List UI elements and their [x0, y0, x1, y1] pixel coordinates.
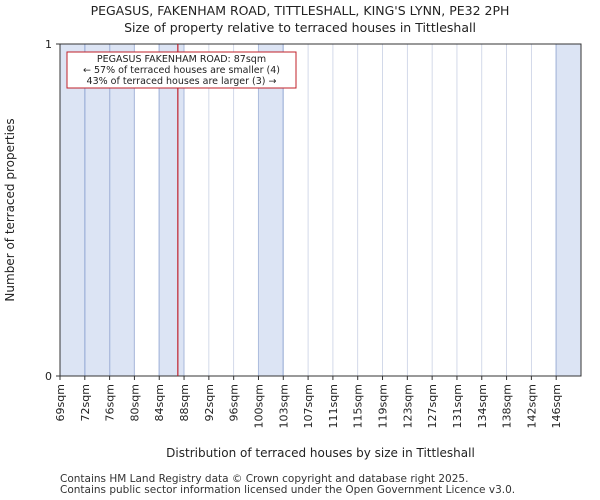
x-tick-label: 103sqm [277, 384, 290, 428]
x-tick-label: 107sqm [302, 384, 315, 428]
bar-69sqm [59, 43, 86, 377]
annotation-line-2: ← 57% of terraced houses are smaller (4) [83, 65, 280, 76]
plot-frame [59, 43, 582, 377]
y-axis: 01 [45, 38, 60, 383]
x-tick-label: 111sqm [327, 384, 340, 428]
x-tick-label: 142sqm [525, 384, 538, 428]
x-axis: 69sqm 72sqm 76sqm 80sqm 84sqm 88sqm 92sqm 96sqm… [54, 376, 563, 428]
bar-72sqm [84, 43, 111, 377]
x-tick-label: 115sqm [352, 384, 365, 428]
x-tick-label: 80sqm [128, 384, 141, 421]
x-tick-label: 76sqm [104, 384, 117, 421]
chart-title: PEGASUS, FAKENHAM ROAD, TITTLESHALL, KIN… [90, 3, 510, 18]
x-tick-label: 72sqm [79, 384, 92, 421]
x-axis-label: Distribution of terraced houses by size … [166, 446, 475, 460]
x-tick-label: 127sqm [426, 384, 439, 428]
x-tick-label: 131sqm [451, 384, 464, 428]
bar-76sqm [109, 43, 135, 377]
bar-100sqm [257, 43, 284, 377]
chart-subtitle: Size of property relative to terraced ho… [124, 20, 476, 35]
x-tick-label: 146sqm [550, 384, 563, 428]
y-tick-label: 1 [45, 38, 52, 51]
marker-annotation: PEGASUS FAKENHAM ROAD: 87sqm ← 57% of te… [66, 51, 297, 89]
x-tick-label: 84sqm [153, 384, 166, 421]
chart-area: 01 69sqm 72sqm 76sqm 80sqm 84sqm 88sqm 92sqm 96… [3, 38, 582, 460]
x-tick-label: 92sqm [203, 384, 216, 421]
y-tick-label: 0 [45, 370, 52, 383]
x-tick-label: 96sqm [228, 384, 241, 421]
bar-group [59, 43, 582, 377]
x-tick-label: 134sqm [476, 384, 489, 428]
x-tick-label: 100sqm [252, 384, 265, 428]
x-tick-label: 69sqm [54, 384, 67, 421]
x-tick-label: 88sqm [178, 384, 191, 421]
grid-lines [84, 44, 557, 376]
x-tick-label: 123sqm [401, 384, 414, 428]
bar-84sqm [158, 43, 185, 377]
annotation-line-1: PEGASUS FAKENHAM ROAD: 87sqm [97, 54, 266, 65]
footer-copyright: Contains HM Land Registry data © Crown c… [60, 473, 469, 485]
annotation-line-3: 43% of terraced houses are larger (3) → [87, 76, 277, 87]
x-tick-label: 119sqm [377, 384, 390, 428]
annotation-box [66, 51, 297, 89]
bar-146sqm [555, 43, 582, 377]
footer-licence: Contains public sector information licen… [60, 484, 516, 496]
y-axis-label: Number of terraced properties [3, 118, 17, 301]
x-tick-label: 138sqm [501, 384, 514, 428]
